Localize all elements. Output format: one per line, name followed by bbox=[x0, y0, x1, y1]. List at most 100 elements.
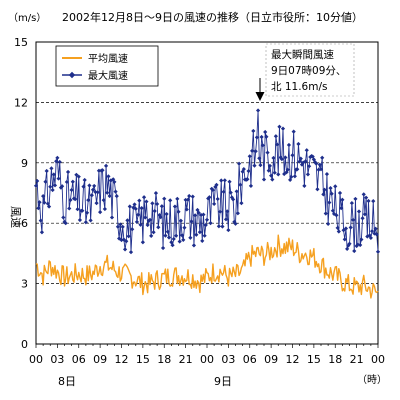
data-point bbox=[375, 249, 381, 254]
data-point bbox=[56, 176, 61, 181]
data-point bbox=[245, 177, 250, 182]
data-point bbox=[203, 222, 208, 228]
data-point bbox=[81, 184, 86, 189]
data-point bbox=[250, 148, 255, 153]
data-point bbox=[175, 196, 180, 201]
y-tick-label: 12 bbox=[14, 96, 28, 109]
data-point bbox=[219, 178, 224, 183]
data-point bbox=[69, 187, 74, 193]
data-point bbox=[201, 212, 206, 217]
data-point bbox=[100, 168, 105, 173]
data-point bbox=[76, 174, 81, 179]
data-point bbox=[165, 229, 170, 234]
data-point bbox=[267, 163, 273, 168]
data-point bbox=[340, 197, 345, 202]
data-point bbox=[39, 230, 45, 235]
data-point bbox=[140, 240, 145, 245]
data-point bbox=[302, 183, 307, 189]
data-point bbox=[369, 229, 375, 234]
data-point bbox=[126, 234, 131, 239]
legend-label-mean: 平均風速 bbox=[88, 53, 128, 65]
data-point bbox=[274, 142, 280, 147]
data-point bbox=[63, 221, 68, 226]
data-point bbox=[283, 155, 288, 160]
data-point bbox=[77, 217, 83, 223]
data-point bbox=[222, 178, 227, 183]
data-point bbox=[212, 201, 217, 207]
data-point bbox=[374, 232, 379, 237]
data-point bbox=[216, 224, 221, 229]
annotation-line-2: 9日07時09分、 bbox=[271, 65, 346, 77]
legend-label-max: 最大風速 bbox=[88, 69, 128, 82]
data-point bbox=[62, 219, 67, 225]
data-point bbox=[234, 189, 239, 194]
data-point bbox=[273, 134, 278, 139]
x-tick-label: 18 bbox=[328, 353, 342, 366]
y-tick-label: 3 bbox=[21, 278, 28, 291]
data-point bbox=[246, 168, 251, 174]
data-point bbox=[171, 236, 176, 242]
data-point bbox=[277, 124, 282, 129]
data-point bbox=[359, 237, 364, 242]
data-point bbox=[125, 218, 130, 223]
data-point bbox=[70, 179, 75, 184]
x-tick-label: 03 bbox=[221, 353, 235, 366]
data-point bbox=[153, 191, 159, 196]
data-point bbox=[271, 155, 276, 161]
x-tick-label: 15 bbox=[136, 353, 150, 366]
x-tick-label: 06 bbox=[72, 353, 86, 366]
day-label-9: 9日 bbox=[214, 375, 232, 388]
data-point bbox=[288, 177, 293, 182]
data-point bbox=[42, 200, 47, 205]
chart-title: 2002年12月8日～9日の風速の推移（日立市役所：10分値） bbox=[62, 10, 363, 24]
data-point bbox=[373, 226, 378, 231]
data-point bbox=[329, 191, 334, 196]
data-point bbox=[138, 222, 143, 227]
legend-box bbox=[55, 45, 159, 87]
gridlines bbox=[36, 102, 378, 284]
data-point bbox=[176, 209, 181, 214]
x-tick-label: 12 bbox=[286, 353, 300, 366]
data-point bbox=[162, 196, 167, 201]
data-point bbox=[326, 221, 331, 227]
data-point bbox=[345, 246, 350, 252]
data-point bbox=[356, 209, 362, 214]
data-point bbox=[254, 135, 259, 140]
data-point bbox=[253, 149, 258, 154]
data-point bbox=[238, 182, 243, 187]
x-tick-label: 06 bbox=[243, 353, 257, 366]
data-point bbox=[208, 221, 213, 226]
annotation-line-1: 最大瞬間風速 bbox=[271, 48, 334, 61]
data-point bbox=[335, 225, 340, 231]
data-point bbox=[94, 201, 99, 206]
data-point bbox=[152, 208, 157, 214]
data-point bbox=[265, 150, 270, 155]
y-unit-label: （m/s） bbox=[8, 12, 46, 24]
data-point bbox=[96, 168, 102, 173]
data-point bbox=[320, 155, 325, 160]
data-point bbox=[37, 200, 42, 205]
data-point bbox=[163, 233, 168, 238]
data-point bbox=[188, 235, 193, 240]
x-tick-label: 00 bbox=[29, 353, 43, 366]
data-point bbox=[339, 206, 344, 211]
data-point bbox=[60, 184, 65, 189]
data-point bbox=[360, 216, 365, 221]
y-axis-title: 風速 bbox=[9, 206, 22, 228]
data-point bbox=[102, 206, 107, 212]
data-point bbox=[279, 156, 284, 162]
data-point bbox=[111, 177, 116, 182]
data-point bbox=[174, 233, 179, 238]
data-point bbox=[236, 161, 242, 166]
data-point bbox=[255, 108, 261, 113]
data-point bbox=[305, 172, 311, 177]
data-point bbox=[164, 211, 169, 217]
data-point bbox=[179, 233, 185, 238]
data-point bbox=[182, 225, 187, 230]
data-point bbox=[251, 128, 256, 134]
y-tick-label: 6 bbox=[21, 217, 28, 230]
data-point bbox=[270, 177, 275, 182]
data-point bbox=[121, 237, 126, 242]
data-point bbox=[259, 134, 264, 140]
